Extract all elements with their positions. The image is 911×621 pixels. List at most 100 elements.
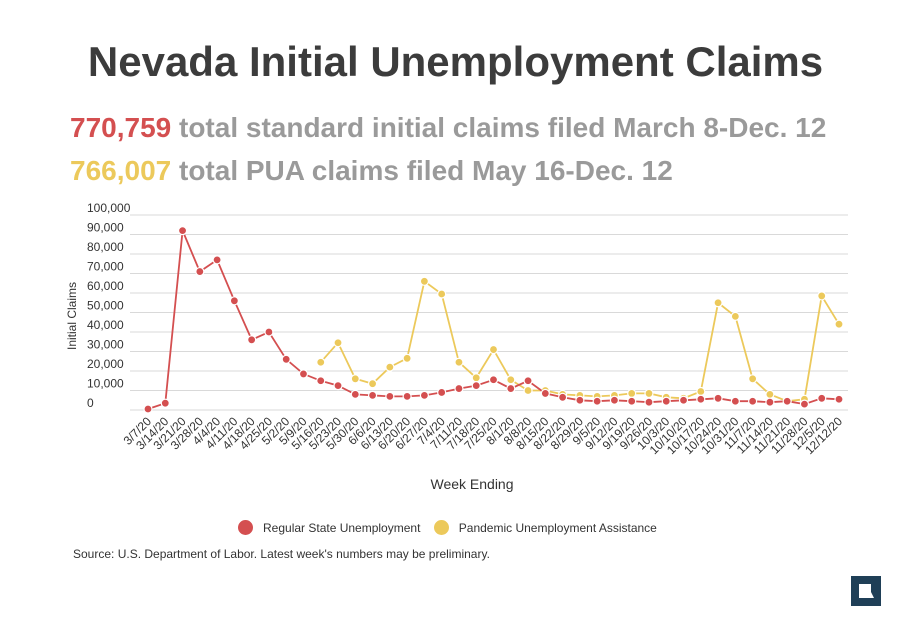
data-point[interactable] xyxy=(437,387,447,398)
x-axis-ticks: 3/7/203/14/203/21/203/28/204/4/204/11/20… xyxy=(121,414,846,457)
y-tick-label: 80,000 xyxy=(87,240,124,254)
y-tick-label: 30,000 xyxy=(87,338,124,352)
data-point[interactable] xyxy=(730,396,740,406)
data-point[interactable] xyxy=(782,396,792,406)
data-point[interactable] xyxy=(834,319,844,329)
data-point[interactable] xyxy=(402,353,412,363)
data-point[interactable] xyxy=(177,226,188,236)
data-point[interactable] xyxy=(437,289,447,299)
data-point[interactable] xyxy=(333,381,343,391)
data-point[interactable] xyxy=(367,390,378,400)
legend-label-pua: Pandemic Unemployment Assistance xyxy=(458,520,657,535)
data-point[interactable] xyxy=(454,383,464,394)
data-point[interactable] xyxy=(609,395,620,405)
logo-icon xyxy=(859,584,874,598)
data-point[interactable] xyxy=(419,276,429,286)
series-layer xyxy=(143,226,844,414)
y-tick-label: 10,000 xyxy=(87,377,124,391)
data-point[interactable] xyxy=(730,311,740,321)
y-tick-label: 20,000 xyxy=(87,357,124,371)
data-point[interactable] xyxy=(644,388,654,399)
data-point[interactable] xyxy=(627,396,637,406)
y-axis-label: Initial Claims xyxy=(65,282,79,350)
data-point[interactable] xyxy=(713,298,723,308)
series-line xyxy=(320,279,840,403)
data-point[interactable] xyxy=(316,376,326,386)
data-point[interactable] xyxy=(834,394,844,404)
y-tick-label: 60,000 xyxy=(87,279,124,293)
data-point[interactable] xyxy=(367,379,378,389)
legend-item-pua: Pandemic Unemployment Assistance xyxy=(433,520,657,535)
data-point[interactable] xyxy=(350,389,360,399)
standard-claims-text: total standard initial claims filed Marc… xyxy=(179,112,827,143)
data-point[interactable] xyxy=(488,344,499,355)
series-regular xyxy=(143,226,844,414)
standard-claims-number: 770,759 xyxy=(70,112,172,143)
pua-claims-stat: 766,007 total PUA claims filed May 16-De… xyxy=(70,155,673,187)
data-point[interactable] xyxy=(506,383,516,394)
legend-dot-pua xyxy=(433,520,449,535)
data-point[interactable] xyxy=(799,399,810,409)
data-point[interactable] xyxy=(523,385,533,396)
y-tick-label: 0 xyxy=(87,396,94,410)
data-point[interactable] xyxy=(627,388,637,399)
y-tick-label: 70,000 xyxy=(87,260,124,274)
grid-lines xyxy=(130,214,848,411)
data-point[interactable] xyxy=(316,357,326,367)
data-point[interactable] xyxy=(661,396,671,406)
legend-label-regular: Regular State Unemployment xyxy=(263,520,421,535)
data-point[interactable] xyxy=(350,374,360,384)
data-point[interactable] xyxy=(506,375,516,385)
data-point[interactable] xyxy=(385,362,395,372)
data-point[interactable] xyxy=(195,266,205,277)
data-point[interactable] xyxy=(143,404,153,414)
data-point[interactable] xyxy=(765,389,775,399)
x-axis-label: Week Ending xyxy=(430,476,513,492)
data-point[interactable] xyxy=(419,390,429,400)
source-note: Source: U.S. Department of Labor. Latest… xyxy=(73,547,490,561)
y-tick-label: 50,000 xyxy=(87,299,124,313)
data-point[interactable] xyxy=(471,373,481,383)
data-point[interactable] xyxy=(523,376,533,386)
data-point[interactable] xyxy=(160,398,170,408)
legend-item-regular: Regular State Unemployment xyxy=(238,520,420,535)
y-tick-label: 40,000 xyxy=(87,318,124,332)
data-point[interactable] xyxy=(212,255,222,265)
y-tick-label: 100,000 xyxy=(87,201,131,215)
chart-legend: Regular State Unemployment Pandemic Unem… xyxy=(238,520,667,538)
data-point[interactable] xyxy=(471,381,481,391)
y-tick-label: 90,000 xyxy=(87,221,124,235)
data-point[interactable] xyxy=(454,357,464,367)
data-point[interactable] xyxy=(644,397,654,407)
data-point[interactable] xyxy=(748,374,758,384)
data-point[interactable] xyxy=(557,392,568,402)
data-point[interactable] xyxy=(281,354,291,364)
pua-claims-text: total PUA claims filed May 16-Dec. 12 xyxy=(179,155,673,186)
data-point[interactable] xyxy=(696,394,706,404)
data-point[interactable] xyxy=(696,386,706,397)
data-point[interactable] xyxy=(817,393,827,403)
series-pua xyxy=(316,276,844,406)
data-point[interactable] xyxy=(402,391,412,401)
data-point[interactable] xyxy=(488,375,499,385)
data-point[interactable] xyxy=(264,327,274,337)
nevada-independent-logo[interactable] xyxy=(851,576,881,606)
pua-claims-number: 766,007 xyxy=(70,155,172,186)
data-point[interactable] xyxy=(247,335,257,345)
data-point[interactable] xyxy=(748,396,758,406)
data-point[interactable] xyxy=(385,391,395,401)
standard-claims-stat: 770,759 total standard initial claims fi… xyxy=(70,112,826,144)
data-point[interactable] xyxy=(765,397,775,407)
data-point[interactable] xyxy=(575,395,585,405)
data-point[interactable] xyxy=(713,393,723,403)
data-point[interactable] xyxy=(678,395,689,405)
legend-dot-regular xyxy=(238,520,253,535)
data-point[interactable] xyxy=(817,291,827,301)
data-point[interactable] xyxy=(229,296,239,306)
chart-title: Nevada Initial Unemployment Claims xyxy=(87,38,824,85)
data-point[interactable] xyxy=(540,388,550,399)
data-point[interactable] xyxy=(298,369,309,379)
data-point[interactable] xyxy=(592,396,602,406)
data-point[interactable] xyxy=(333,338,343,348)
